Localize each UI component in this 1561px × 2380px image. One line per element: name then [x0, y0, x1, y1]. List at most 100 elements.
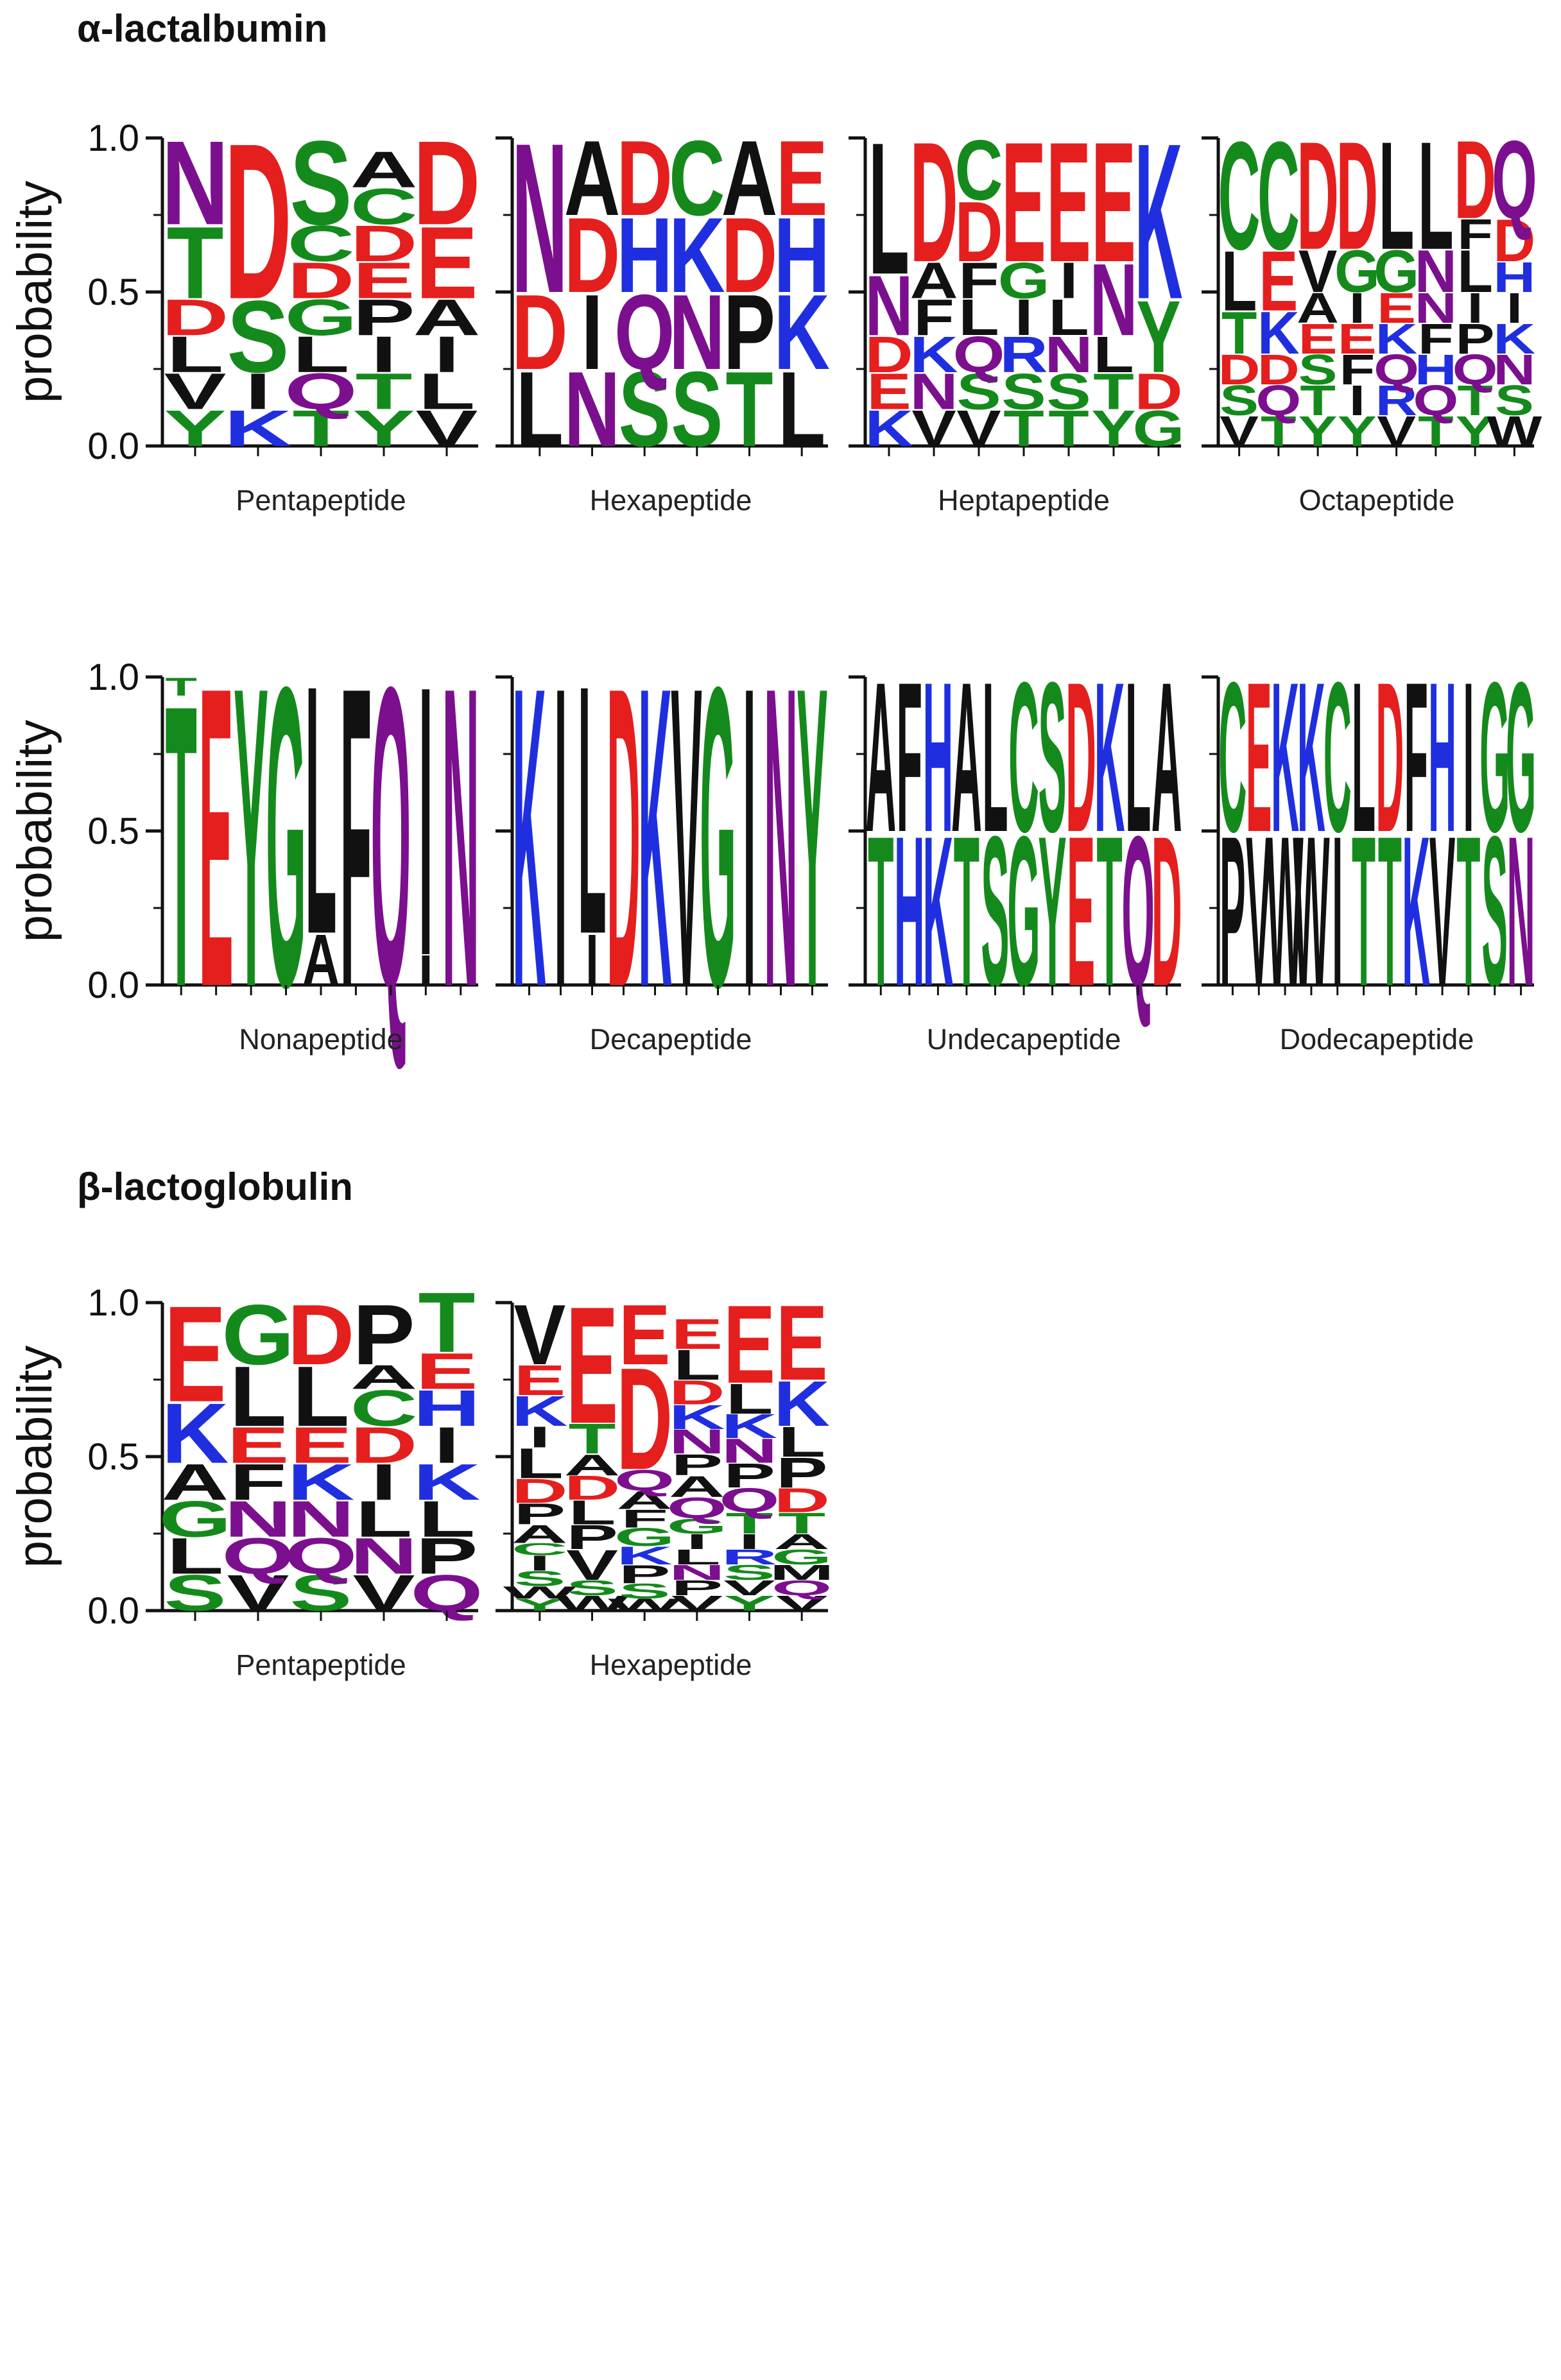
logo-letter: D	[564, 1469, 621, 1507]
y-tick-label: 1.0	[87, 117, 139, 159]
logo-letter: C	[350, 1380, 417, 1437]
logo-letter: K	[638, 599, 672, 1076]
logo-letter: N	[350, 1527, 417, 1584]
logo-letter: F	[621, 1505, 668, 1534]
panel-caption: Hexapeptide	[590, 484, 752, 517]
logo-letter: M	[770, 1561, 834, 1584]
logo-position: VE	[1246, 637, 1272, 1031]
logo-letter: D	[910, 107, 958, 298]
logo-letter: Y	[1136, 279, 1180, 394]
logo-letter: I	[1467, 284, 1483, 332]
logo-letter: N	[721, 1432, 778, 1470]
logo-letter: I	[1015, 289, 1033, 347]
logo-letter: Q	[719, 1481, 779, 1520]
logo-letter: L	[1048, 289, 1089, 347]
logo-position: KF	[1402, 637, 1430, 1031]
logo-letter: E	[1377, 284, 1416, 332]
logo-letter: C	[669, 118, 725, 237]
logo-letter: I	[739, 1530, 761, 1554]
logo-letter: Q	[614, 1464, 675, 1497]
logo-letter: A	[910, 252, 958, 309]
logo-letter: I	[371, 1453, 397, 1511]
logo-letter: L	[568, 1493, 616, 1532]
logo-position: HF	[894, 637, 925, 1031]
logo-letter: Q	[370, 597, 411, 1075]
logo-letter: P	[1456, 315, 1495, 363]
logo-letter: I	[418, 946, 433, 995]
logo-letter: L	[305, 611, 336, 1008]
logo-letter: S	[619, 1579, 671, 1603]
logo-letter: Y	[797, 599, 828, 1076]
logo-letter: G	[284, 289, 357, 346]
logo-letter: S	[1298, 346, 1338, 393]
logo-panel: probability 1.0 0.5 0.0 Y V L D T N K I S D T Q L G D C S Y T I…	[3, 98, 491, 517]
logo-letter: H	[773, 195, 830, 314]
logo-position: IL	[578, 612, 606, 1008]
logo-letter: P	[415, 1527, 478, 1584]
logo-letter: H	[1494, 253, 1536, 301]
logo-letter: E	[1298, 315, 1338, 363]
logo-letter: D	[616, 1337, 673, 1500]
logo-letter: A	[669, 1470, 725, 1503]
logo-position: WK	[1293, 637, 1329, 1031]
logo-letter: E	[1091, 107, 1135, 298]
logo-letter: N	[1415, 238, 1457, 305]
y-axis-label: probability	[8, 1346, 62, 1568]
logo-letter: T	[167, 206, 224, 320]
logo-letter: L	[167, 1527, 224, 1584]
logo-letter: P	[776, 1448, 828, 1496]
logo-letter: I	[1349, 377, 1365, 424]
logo-letter: I	[529, 1552, 551, 1575]
logo-letter: V	[671, 599, 702, 1076]
logo-letter: K	[669, 1398, 725, 1436]
logo-letter: K	[721, 1407, 778, 1446]
logo-letter: P	[566, 1518, 618, 1557]
logo-letter: I	[418, 605, 433, 1036]
logo-letter: S	[289, 116, 352, 250]
logo-letter: L	[958, 289, 999, 347]
logo-letter: R	[1376, 377, 1418, 424]
logo-letter: G	[266, 597, 306, 1075]
logo-letter: S	[956, 363, 1001, 420]
logo-letter: Q	[614, 272, 675, 391]
logo-letter: I	[371, 326, 397, 383]
logo-position: GC	[1007, 637, 1040, 1031]
panel-caption: Pentapeptide	[236, 484, 406, 517]
y-tick-label: 0.5	[87, 810, 139, 852]
logo-letter: I	[554, 599, 567, 1076]
logo-letter: P	[352, 1287, 415, 1383]
logo-letter: N	[669, 1561, 725, 1584]
logo-position: LDN	[512, 99, 568, 469]
logo-position: Y	[797, 599, 828, 1076]
logo-letter: N	[764, 599, 798, 1076]
logo-letter: I	[1349, 284, 1365, 332]
logo-letter: H	[1428, 637, 1456, 877]
logo-letter: F	[340, 597, 372, 1075]
logo-letter: I	[434, 1416, 460, 1473]
logo-letter: L	[230, 1349, 287, 1444]
logo-position: NG	[1506, 637, 1536, 1031]
logo-position: V	[671, 599, 702, 1076]
logo-letter: K	[512, 1387, 568, 1435]
logo-letter: K	[1094, 637, 1125, 877]
logo-letter: A	[564, 1448, 621, 1482]
y-axis-label: probability	[8, 181, 62, 403]
logo-letter: D	[1134, 363, 1182, 420]
logo-letter: E	[776, 1283, 828, 1402]
logo-letter: S	[1001, 363, 1046, 420]
logo-letter: K	[161, 1385, 229, 1481]
